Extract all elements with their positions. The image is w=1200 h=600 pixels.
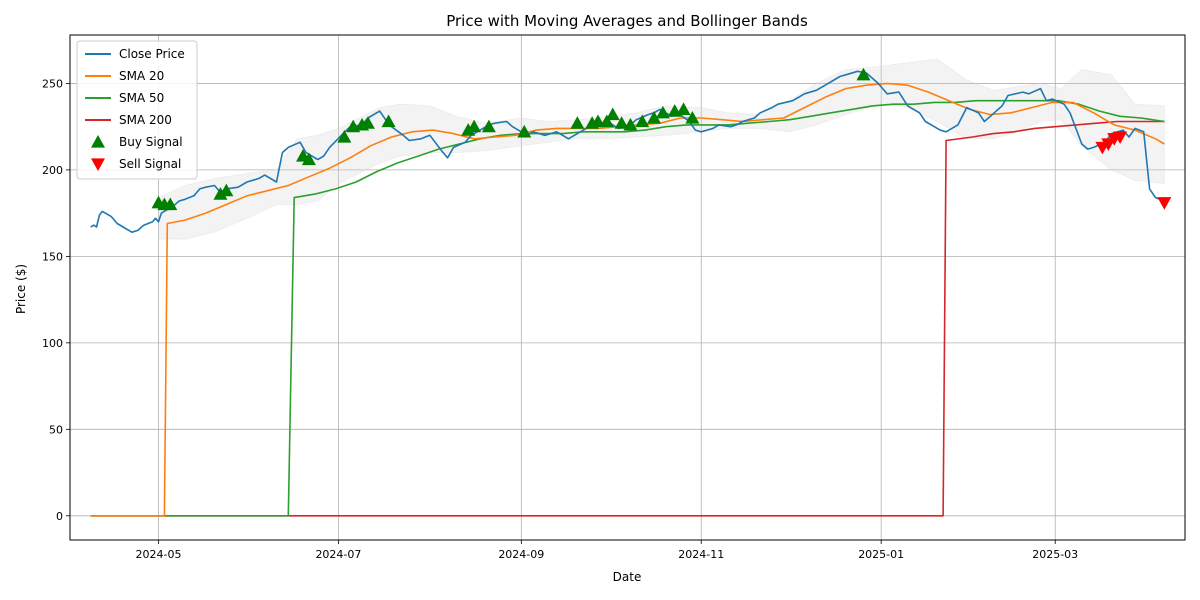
y-tick-label: 50 [49,423,63,436]
buy-signal-marker [676,102,691,115]
axis-ticks: 2024-05 2024-07 2024-09 2024-11 2025-01 2025-… [42,77,1078,561]
buy-signal-marker [591,114,606,128]
bollinger-band [158,58,1165,240]
y-tick-label: 250 [42,77,63,90]
legend-swatch-buy-signal [91,135,105,148]
x-tick-label: 2025-01 [858,548,904,561]
buy-signal-marker [605,107,620,121]
series-sma-50 [90,99,1165,517]
x-axis-label: Date [613,570,642,584]
legend-label-sma-20: SMA 20 [119,69,164,83]
legend-label-sma-200: SMA 200 [119,113,172,127]
buy-signal-marker [623,117,638,131]
buy-signal-marker [467,119,482,133]
y-tick-label: 150 [42,250,63,263]
legend-label-sell-signal: Sell Signal [119,157,181,171]
series-sma-20 [90,82,1165,517]
buy-signal-marker [481,119,496,133]
buy-signal-marker [599,114,614,128]
y-axis-label: Price ($) [14,264,28,314]
plot-frame [69,34,1186,541]
buy-signal-marker [381,114,396,128]
legend-swatch-sell-signal [91,158,105,171]
x-tick-label: 2024-07 [315,548,361,561]
buy-signal-marker [163,197,178,211]
y-tick-label: 0 [56,510,63,523]
buy-signal-marker [635,114,650,128]
chart-title: Price with Moving Averages and Bollinger… [446,12,808,30]
buy-signal-marker [301,152,316,166]
x-tick-label: 2024-09 [498,548,544,561]
legend: Close Price SMA 20 SMA 50 SMA 200 Buy Signal… [76,40,198,180]
buy-signal-marker [517,124,532,138]
x-tick-label: 2024-05 [136,548,182,561]
signal-markers [151,67,1172,211]
x-tick-label: 2025-03 [1032,548,1078,561]
y-tick-label: 200 [42,164,63,177]
sell-signal-marker [1157,197,1172,210]
bollinger-band-area [158,58,1165,240]
buy-signal-marker [647,111,662,124]
buy-signal-marker [360,116,375,129]
sell-signal-marker [1113,131,1128,145]
x-tick-label: 2024-11 [678,548,724,561]
buy-signal-marker [337,130,352,143]
series-sma-200 [90,120,1165,517]
buy-signal-marker [655,105,670,119]
buy-signal-marker [219,183,234,197]
buy-signal-marker [856,67,871,81]
legend-label-sma-50: SMA 50 [119,91,164,105]
buy-signal-marker [685,111,700,124]
legend-label-close-price: Close Price [119,47,185,61]
buy-signal-marker [213,187,228,200]
sell-signal-marker [1101,138,1116,151]
buy-signal-marker [461,123,476,136]
y-tick-label: 100 [42,337,63,350]
buy-signal-marker [614,116,629,129]
buy-signal-marker [570,116,585,129]
legend-label-buy-signal: Buy Signal [119,135,183,149]
